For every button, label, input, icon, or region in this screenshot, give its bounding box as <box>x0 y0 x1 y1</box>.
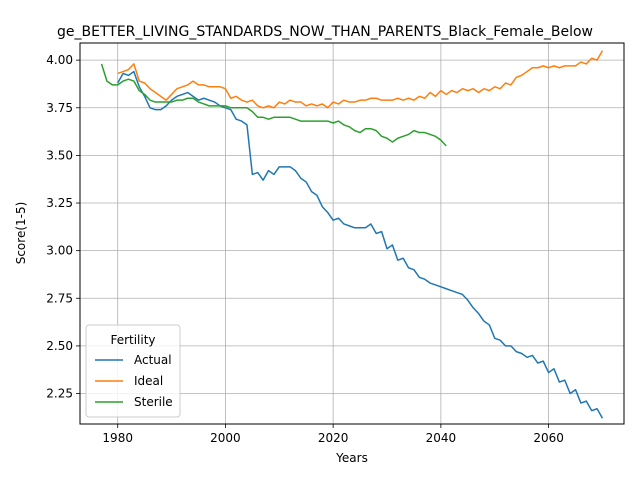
x-tick-label: 1980 <box>102 431 133 445</box>
series-line-sterile <box>100 63 447 147</box>
x-tick-label: 2060 <box>533 431 564 445</box>
legend: Fertility Actual Ideal Sterile <box>85 324 181 418</box>
y-tick-label: 2.75 <box>46 291 73 305</box>
series-line-ideal <box>117 50 604 109</box>
y-axis-ticks: 2.25 2.50 2.75 3.00 3.25 3.50 3.75 4.00 <box>46 53 80 401</box>
series-line-actual <box>117 70 604 419</box>
grid-lines <box>80 43 624 424</box>
y-tick-label: 3.25 <box>46 196 73 210</box>
x-axis-ticks: 1980 2000 2020 2040 2060 <box>102 424 564 445</box>
y-tick-label: 2.50 <box>46 339 73 353</box>
legend-items: Actual Ideal Sterile <box>95 353 173 409</box>
plot-frame <box>79 42 625 425</box>
legend-label-actual: Actual <box>134 353 172 367</box>
y-tick-label: 3.00 <box>46 244 73 258</box>
x-tick-label: 2000 <box>210 431 241 445</box>
y-tick-label: 4.00 <box>46 53 73 67</box>
y-tick-label: 3.50 <box>46 148 73 162</box>
x-axis-label: Years <box>335 451 368 465</box>
chart-title: ge_BETTER_LIVING_STANDARDS_NOW_THAN_PARE… <box>57 24 593 40</box>
legend-box <box>85 324 181 418</box>
legend-title: Fertility <box>110 333 155 347</box>
plot-lines <box>100 50 604 419</box>
y-tick-label: 2.25 <box>46 387 73 401</box>
legend-label-ideal: Ideal <box>134 374 163 388</box>
x-tick-label: 2040 <box>426 431 457 445</box>
x-tick-label: 2020 <box>318 431 349 445</box>
legend-label-sterile: Sterile <box>134 395 173 409</box>
y-tick-label: 3.75 <box>46 101 73 115</box>
y-axis-label: Score(1-5) <box>14 202 28 265</box>
